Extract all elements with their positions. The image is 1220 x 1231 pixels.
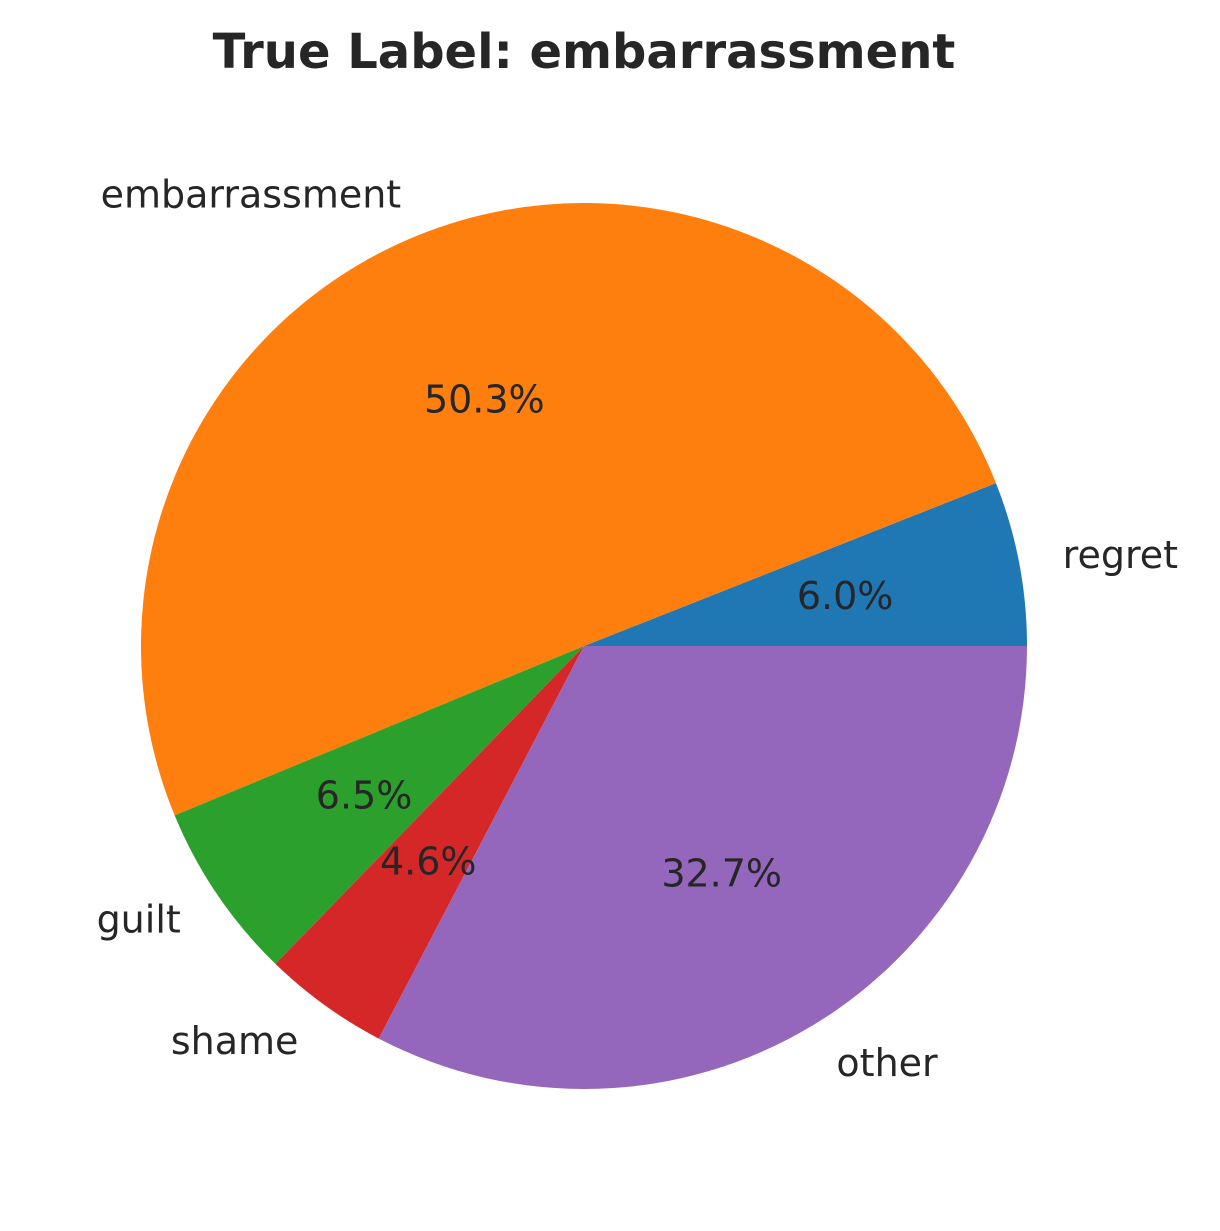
slice-label-other: other bbox=[836, 1041, 938, 1085]
pct-label-guilt: 6.5% bbox=[316, 773, 413, 817]
pie-slice-embarrassment bbox=[141, 203, 996, 816]
pct-label-other: 32.7% bbox=[661, 851, 782, 895]
pie-labels: regret 6.0% embarrassment 50.3% guilt 6.5% sha… bbox=[97, 172, 1178, 1085]
pct-label-regret: 6.0% bbox=[797, 574, 894, 618]
slice-label-embarrassment: embarrassment bbox=[101, 172, 402, 216]
slice-label-guilt: guilt bbox=[97, 898, 181, 942]
chart-title: True Label: embarrassment bbox=[213, 24, 956, 80]
pct-label-embarrassment: 50.3% bbox=[424, 378, 545, 422]
pie-slice-guilt bbox=[174, 646, 584, 964]
pie-slice-other bbox=[378, 646, 1028, 1089]
pie-slice-regret bbox=[584, 483, 1027, 646]
pie-slice-shame bbox=[275, 646, 584, 1039]
slice-label-regret: regret bbox=[1063, 533, 1178, 577]
slice-label-shame: shame bbox=[171, 1019, 299, 1063]
pie-slices bbox=[141, 203, 1028, 1089]
pct-label-shame: 4.6% bbox=[380, 839, 477, 883]
